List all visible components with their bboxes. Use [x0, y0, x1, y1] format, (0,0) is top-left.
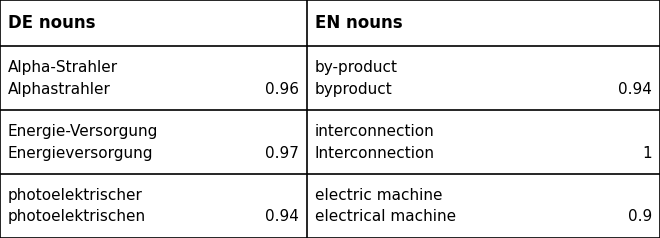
Text: 0.9: 0.9 [628, 209, 652, 224]
Text: 0.94: 0.94 [618, 82, 652, 97]
Text: Energie-Versorgung: Energie-Versorgung [8, 124, 158, 139]
Text: Energieversorgung: Energieversorgung [8, 146, 153, 161]
Text: interconnection: interconnection [315, 124, 434, 139]
Text: byproduct: byproduct [315, 82, 393, 97]
Text: Alpha-Strahler: Alpha-Strahler [8, 60, 118, 75]
Text: photoelektrischen: photoelektrischen [8, 209, 146, 224]
Text: by-product: by-product [315, 60, 398, 75]
Text: 1: 1 [642, 146, 652, 161]
Text: 0.97: 0.97 [265, 146, 299, 161]
Text: photoelektrischer: photoelektrischer [8, 188, 143, 203]
Text: 0.94: 0.94 [265, 209, 299, 224]
Text: DE nouns: DE nouns [8, 14, 96, 32]
Text: Alphastrahler: Alphastrahler [8, 82, 111, 97]
Text: 0.96: 0.96 [265, 82, 299, 97]
Text: electrical machine: electrical machine [315, 209, 456, 224]
Text: electric machine: electric machine [315, 188, 442, 203]
Text: Interconnection: Interconnection [315, 146, 435, 161]
Text: EN nouns: EN nouns [315, 14, 403, 32]
